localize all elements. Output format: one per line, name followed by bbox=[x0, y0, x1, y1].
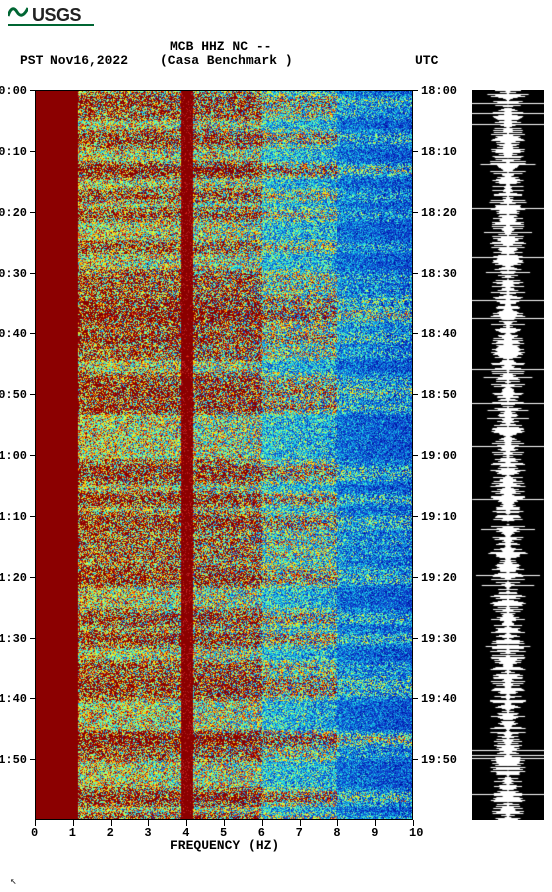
y-tick-mark-right bbox=[413, 698, 418, 699]
y-tick-mark-right bbox=[413, 759, 418, 760]
y-tick-mark-right bbox=[413, 333, 418, 334]
y-tick-mark-right bbox=[413, 273, 418, 274]
waveform-canvas bbox=[472, 90, 544, 820]
pst-tick-label: 11:20 bbox=[0, 571, 27, 585]
logo-underline bbox=[8, 24, 94, 26]
utc-tick-label: 19:00 bbox=[421, 449, 457, 463]
pst-tick-label: 10:40 bbox=[0, 327, 27, 341]
y-tick-mark-left bbox=[30, 90, 35, 91]
utc-tick-label: 19:20 bbox=[421, 571, 457, 585]
x-tick-label: 7 bbox=[296, 826, 303, 840]
utc-tick-label: 18:00 bbox=[421, 84, 457, 98]
x-tick-label: 3 bbox=[144, 826, 151, 840]
cursor-glyph: ↖ bbox=[10, 874, 17, 888]
logo-text: USGS bbox=[32, 5, 81, 26]
station-line1: MCB HHZ NC -- bbox=[170, 39, 271, 54]
y-tick-mark-left bbox=[30, 698, 35, 699]
utc-tick-label: 18:50 bbox=[421, 388, 457, 402]
x-tick-label: 10 bbox=[409, 826, 423, 840]
y-tick-mark-left bbox=[30, 516, 35, 517]
x-tick-label: 8 bbox=[333, 826, 340, 840]
utc-tick-label: 19:10 bbox=[421, 510, 457, 524]
y-tick-mark-right bbox=[413, 394, 418, 395]
pst-tick-label: 11:40 bbox=[0, 692, 27, 706]
x-tick-label: 6 bbox=[258, 826, 265, 840]
pst-tick-label: 11:50 bbox=[0, 753, 27, 767]
x-axis-label: FREQUENCY (HZ) bbox=[170, 838, 279, 853]
x-tick-label: 1 bbox=[69, 826, 76, 840]
y-tick-mark-right bbox=[413, 455, 418, 456]
utc-tick-label: 18:30 bbox=[421, 267, 457, 281]
utc-tick-label: 18:40 bbox=[421, 327, 457, 341]
utc-tick-label: 19:40 bbox=[421, 692, 457, 706]
y-tick-mark-left bbox=[30, 273, 35, 274]
spectrogram-plot bbox=[35, 90, 413, 820]
pst-tick-label: 10:30 bbox=[0, 267, 27, 281]
utc-tick-label: 19:50 bbox=[421, 753, 457, 767]
y-tick-mark-right bbox=[413, 516, 418, 517]
waveform-panel bbox=[472, 90, 544, 820]
x-tick-label: 0 bbox=[31, 826, 38, 840]
pst-tick-label: 10:10 bbox=[0, 145, 27, 159]
y-tick-mark-right bbox=[413, 90, 418, 91]
pst-tick-label: 10:50 bbox=[0, 388, 27, 402]
x-tick-label: 9 bbox=[371, 826, 378, 840]
y-tick-mark-right bbox=[413, 212, 418, 213]
pst-tick-label: 10:20 bbox=[0, 206, 27, 220]
y-tick-mark-left bbox=[30, 333, 35, 334]
y-tick-mark-right bbox=[413, 638, 418, 639]
wave-icon bbox=[8, 4, 28, 26]
pst-tick-label: 10:00 bbox=[0, 84, 27, 98]
y-tick-mark-left bbox=[30, 577, 35, 578]
x-tick-label: 2 bbox=[107, 826, 114, 840]
utc-tick-label: 19:30 bbox=[421, 632, 457, 646]
utc-tick-label: 18:10 bbox=[421, 145, 457, 159]
y-tick-mark-left bbox=[30, 455, 35, 456]
left-tz: PST bbox=[20, 53, 43, 68]
y-tick-mark-left bbox=[30, 759, 35, 760]
y-tick-mark-right bbox=[413, 577, 418, 578]
right-tz: UTC bbox=[415, 53, 438, 68]
pst-tick-label: 11:10 bbox=[0, 510, 27, 524]
usgs-logo: USGS bbox=[8, 4, 81, 26]
pst-tick-label: 11:00 bbox=[0, 449, 27, 463]
spectrogram-canvas bbox=[36, 91, 412, 819]
y-tick-mark-left bbox=[30, 638, 35, 639]
station-line2: (Casa Benchmark ) bbox=[160, 53, 293, 68]
x-tick-label: 4 bbox=[182, 826, 189, 840]
y-tick-mark-left bbox=[30, 151, 35, 152]
y-tick-mark-left bbox=[30, 394, 35, 395]
date: Nov16,2022 bbox=[50, 53, 128, 68]
pst-tick-label: 11:30 bbox=[0, 632, 27, 646]
x-tick-label: 5 bbox=[220, 826, 227, 840]
y-tick-mark-right bbox=[413, 151, 418, 152]
y-tick-mark-left bbox=[30, 212, 35, 213]
utc-tick-label: 18:20 bbox=[421, 206, 457, 220]
